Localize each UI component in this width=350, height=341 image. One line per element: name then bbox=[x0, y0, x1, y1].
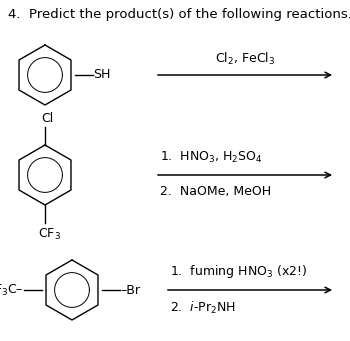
Text: Cl$_2$, FeCl$_3$: Cl$_2$, FeCl$_3$ bbox=[215, 51, 275, 67]
Text: 2.  NaOMe, MeOH: 2. NaOMe, MeOH bbox=[160, 185, 271, 198]
Text: 4.  Predict the product(s) of the following reactions.: 4. Predict the product(s) of the followi… bbox=[8, 8, 350, 21]
Text: CF$_3$: CF$_3$ bbox=[38, 227, 61, 242]
Text: 1.  fuming HNO$_3$ (x2!): 1. fuming HNO$_3$ (x2!) bbox=[170, 263, 307, 280]
Text: Cl: Cl bbox=[41, 112, 53, 125]
Text: F$_3$C–: F$_3$C– bbox=[0, 282, 24, 298]
Text: SH: SH bbox=[93, 69, 110, 81]
Text: –Br: –Br bbox=[120, 283, 140, 297]
Text: 1.  HNO$_3$, H$_2$SO$_4$: 1. HNO$_3$, H$_2$SO$_4$ bbox=[160, 150, 263, 165]
Text: 2.  $i$-Pr$_2$NH: 2. $i$-Pr$_2$NH bbox=[170, 300, 236, 316]
